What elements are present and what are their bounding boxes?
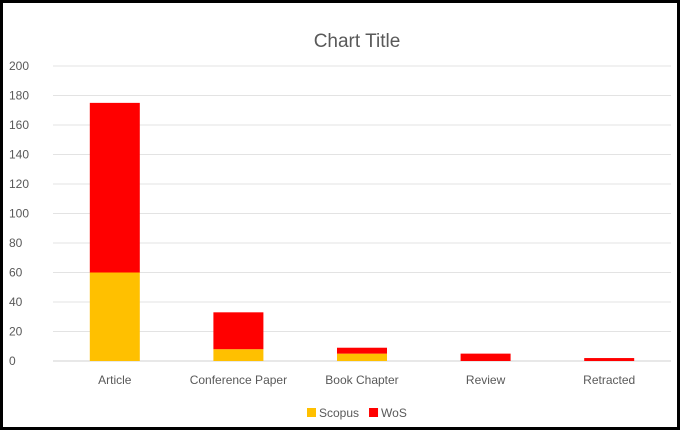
x-tick-label: Book Chapter [325,373,398,387]
chart-title: Chart Title [314,31,401,52]
x-axis-ticks: Article Conference Paper Book Chapter Revie… [98,373,635,387]
gridlines [53,65,671,362]
y-axis-ticks: 0 20 40 60 80 100 120 140 160 180 200 [9,59,29,368]
bar-scopus-conference-paper [213,349,264,361]
bar-scopus-article [89,272,140,361]
chart: Chart Title 020406080100120140160180200 … [9,31,671,420]
x-tick-label: Article [98,373,132,387]
y-tick-label: 60 [9,266,23,280]
bar-wos-book-chapter [337,347,387,354]
y-tick-label: 20 [9,325,23,339]
bar-scopus-book-chapter [337,353,387,361]
y-tick-label: 40 [9,295,23,309]
legend-label-scopus: Scopus [319,406,359,420]
x-tick-label: Conference Paper [190,373,287,387]
y-tick-label: 140 [9,148,29,162]
legend-label-wos: WoS [381,406,407,420]
bar-wos-retracted [584,358,635,361]
y-tick-label: 200 [9,59,29,73]
y-tick-label: 160 [9,118,29,132]
bars [89,102,635,361]
y-tick-label: 180 [9,89,29,103]
bar-wos-article [89,102,140,273]
y-tick-label: 0 [9,354,16,368]
legend-swatch-wos [369,408,379,417]
legend: Scopus WoS [307,406,407,420]
bar-wos-conference-paper [213,312,264,350]
bar-wos-review [460,353,511,361]
y-tick-label: 100 [9,207,29,221]
legend-swatch-scopus [307,408,316,417]
y-tick-label: 80 [9,236,23,250]
y-tick-label: 120 [9,177,29,191]
x-tick-label: Retracted [583,373,635,387]
x-tick-label: Review [466,373,506,387]
